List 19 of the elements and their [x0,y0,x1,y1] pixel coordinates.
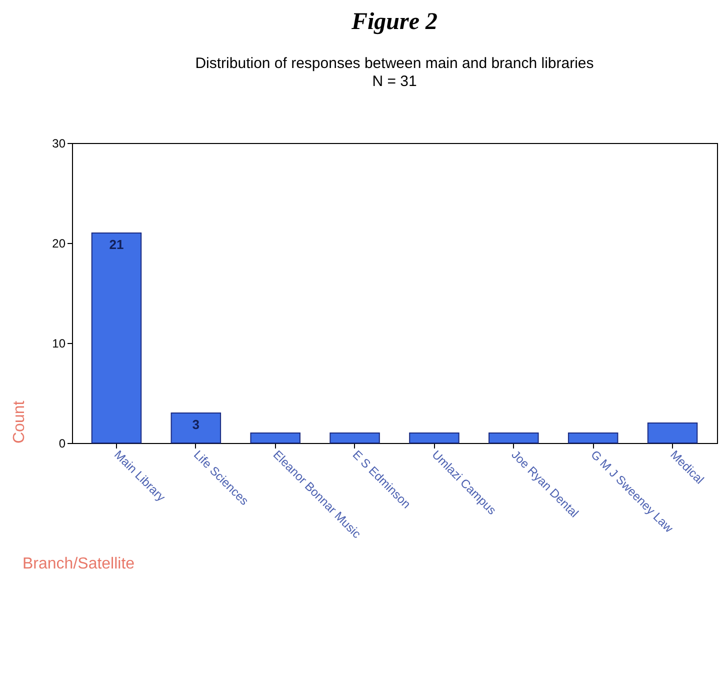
bar [170,412,222,444]
data-label: 3 [192,417,200,432]
bar [647,422,698,444]
bar [409,432,460,444]
text: N = 31 [372,73,417,90]
x-axis-title: Branch/Satellite [22,556,135,572]
y-axis-title: Count [11,400,28,444]
bar [250,432,300,444]
bar [91,232,142,444]
bar [330,432,380,444]
y-tick-label: 20 [52,236,66,250]
bar [488,432,539,444]
y-tick-label: 0 [58,436,66,450]
y-tick-label: 10 [52,336,66,350]
chart-title: Figure 2 [350,9,438,35]
data-label: 21 [109,237,124,252]
y-tick-label: 30 [52,136,66,150]
chart-subtitle: Distribution of responses between main and branch libraries [195,55,594,72]
bar [568,432,618,444]
